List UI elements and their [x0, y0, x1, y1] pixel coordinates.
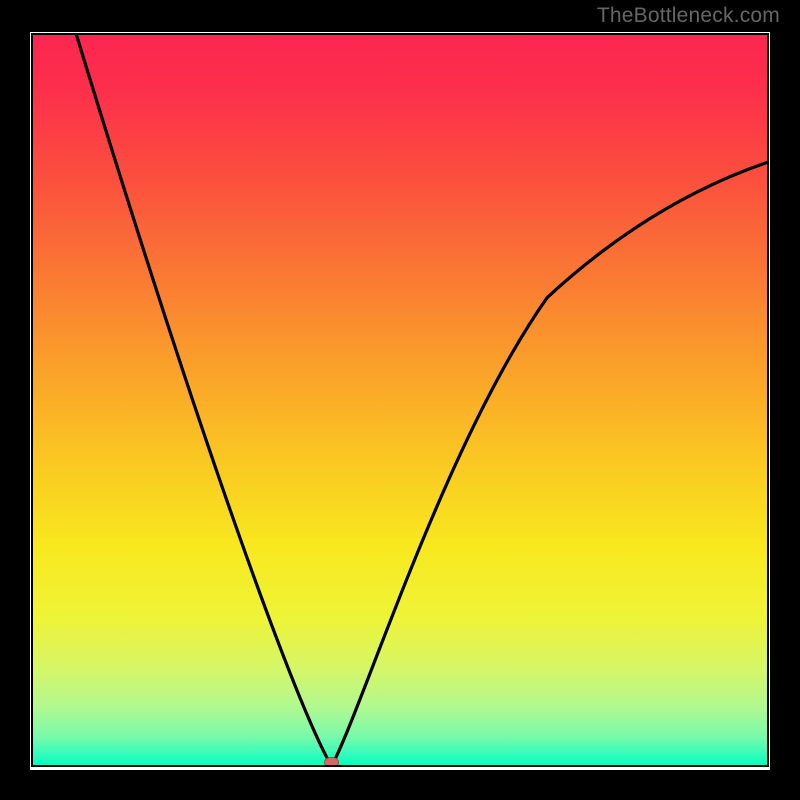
chart-container: TheBottleneck.com: [0, 0, 800, 800]
bottleneck-chart: [0, 0, 800, 800]
gradient-background: [32, 34, 768, 766]
outer-border: [770, 0, 800, 800]
outer-border: [0, 770, 800, 800]
outer-border: [0, 0, 30, 800]
watermark-text: TheBottleneck.com: [597, 4, 780, 28]
